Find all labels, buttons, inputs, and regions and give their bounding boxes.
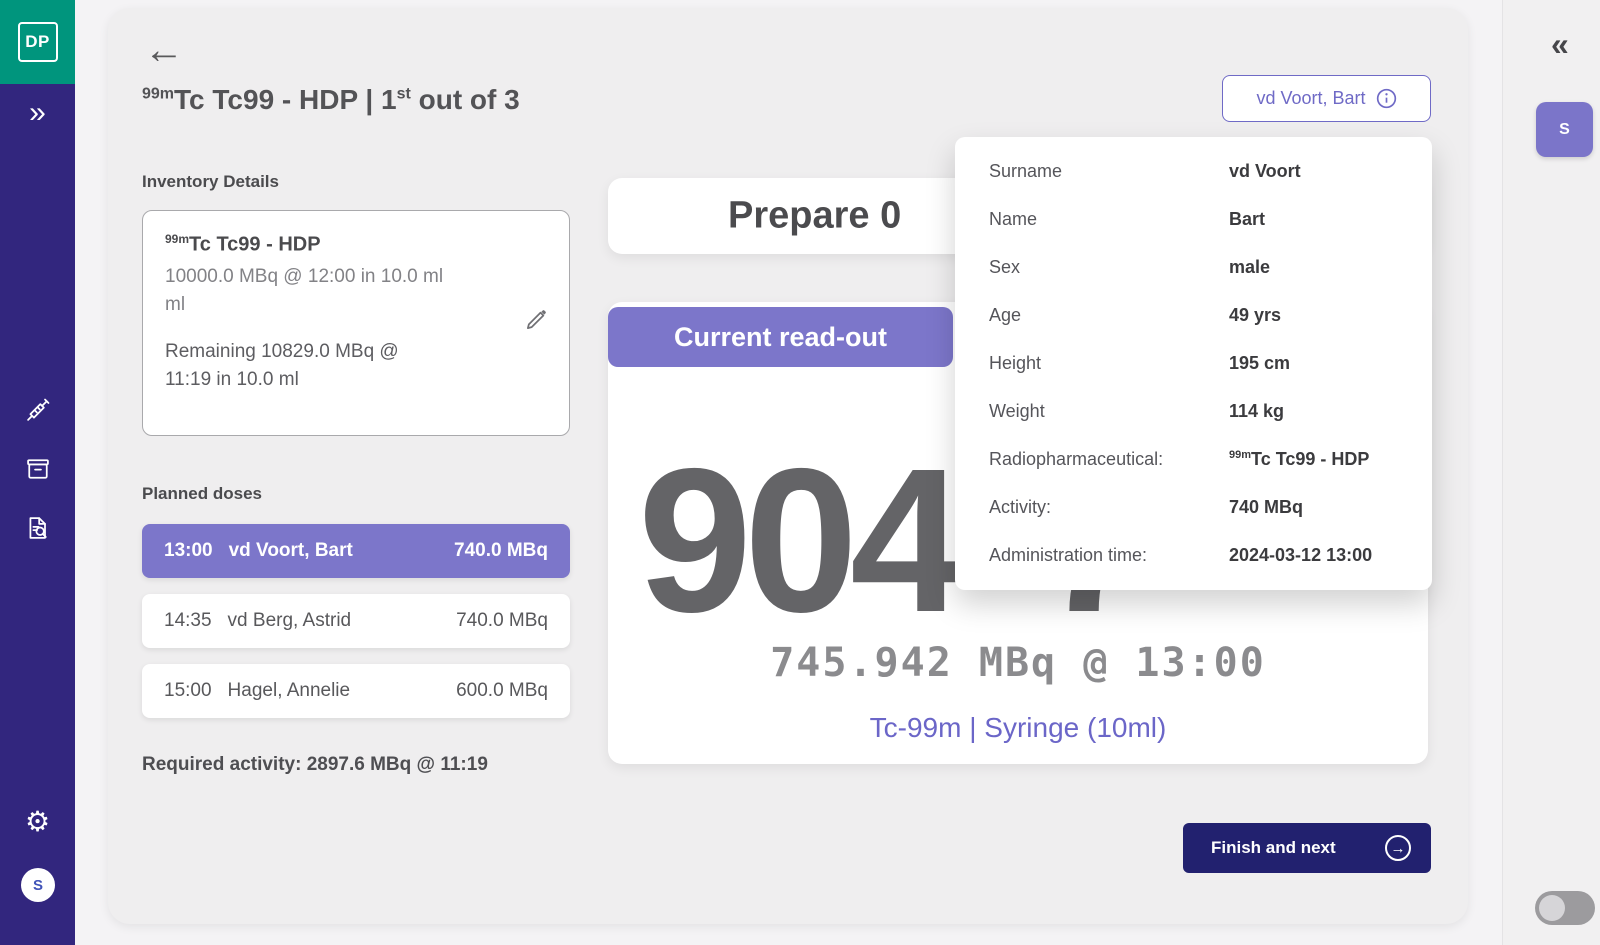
patient-info-row: Administration time: 2024-03-12 13:00	[989, 531, 1432, 579]
settings-gear-icon[interactable]: ⚙	[24, 806, 51, 837]
prepare-instruction-text: Prepare 0	[728, 194, 902, 237]
toggle-switch[interactable]	[1535, 891, 1595, 925]
dose-time: 15:00	[164, 680, 212, 701]
page-title: 99mTc Tc99 - HDP | 1st out of 3	[142, 84, 520, 115]
dose-time: 14:35	[164, 610, 212, 631]
records-search-icon[interactable]	[24, 514, 52, 542]
info-value: 195 cm	[1229, 352, 1291, 373]
right-rail: « S	[1502, 0, 1600, 945]
info-label: Sex	[989, 256, 1021, 277]
patient-info-row: Height 195 cm	[989, 339, 1432, 387]
measurement-text: 745.942 MBq @ 13:00	[770, 640, 1266, 686]
app-logo: DP	[0, 0, 75, 84]
info-label: Age	[989, 304, 1022, 325]
inventory-card: 99mTc Tc99 - HDP 10000.0 MBq @ 12:00 in …	[142, 210, 570, 436]
arrow-circle-icon: →	[1385, 835, 1411, 861]
patient-info-row: Radiopharmaceutical: 99mTc Tc99 - HDP	[989, 435, 1432, 483]
info-value: vd Voort	[1229, 160, 1301, 181]
isotope-container-text: Tc-99m | Syringe (10ml)	[869, 712, 1167, 743]
inventory-section-label: Inventory Details	[142, 172, 279, 191]
dose-patient-name: vd Voort, Bart	[228, 540, 353, 561]
sidebar-nav	[0, 396, 75, 542]
dose-row[interactable]: 14:35 vd Berg, Astrid 740.0 MBq	[142, 594, 570, 648]
patient-info-row: Weight 114 kg	[989, 387, 1432, 435]
info-label: Administration time:	[989, 544, 1148, 565]
patient-info-row: Name Bart	[989, 195, 1432, 243]
finish-and-next-button[interactable]: Finish and next →	[1183, 823, 1431, 873]
patient-info-row: Age 49 yrs	[989, 291, 1432, 339]
patient-info-row: Sex male	[989, 243, 1432, 291]
info-value: 99mTc Tc99 - HDP	[1229, 448, 1370, 469]
info-value: 114 kg	[1229, 400, 1285, 421]
patient-info-row: Activity: 740 MBq	[989, 483, 1432, 531]
info-label: Height	[989, 352, 1042, 373]
toggle-knob	[1539, 895, 1565, 921]
left-sidebar: DP »	[0, 0, 75, 945]
info-value: 740 MBq	[1229, 496, 1304, 517]
back-button[interactable]: ←	[144, 28, 184, 72]
info-icon	[1376, 88, 1396, 109]
info-value: male	[1229, 256, 1271, 277]
inventory-remaining-line: Remaining 10829.0 MBq @ 11:19 in 10.0 ml	[165, 340, 399, 391]
dose-patient-name: vd Berg, Astrid	[227, 610, 352, 631]
planned-dose-list: 13:00 vd Voort, Bart 740.0 MBq 14:35 vd …	[142, 524, 570, 734]
pencil-icon	[527, 310, 546, 329]
inventory-box-icon[interactable]	[24, 455, 52, 483]
dose-time: 13:00	[164, 540, 213, 561]
user-avatar[interactable]: S	[21, 868, 55, 902]
patient-button[interactable]: vd Voort, Bart	[1222, 75, 1431, 122]
info-value: 2024-03-12 13:00	[1229, 544, 1373, 565]
inventory-activity-line-wrap: ml	[165, 294, 186, 316]
edit-inventory-button[interactable]	[523, 307, 549, 336]
info-value: Bart	[1229, 208, 1266, 229]
dose-patient-name: Hagel, Annelie	[227, 680, 351, 701]
inventory-activity-line: 10000.0 MBq @ 12:00 in 10.0 ml	[165, 265, 444, 287]
dose-row[interactable]: 13:00 vd Voort, Bart 740.0 MBq	[142, 524, 570, 578]
info-label: Name	[989, 208, 1038, 229]
workspace-avatar-button[interactable]: S	[1536, 102, 1593, 157]
syringe-icon[interactable]	[24, 396, 52, 424]
collapse-panel-icon[interactable]: «	[1551, 26, 1569, 62]
dose-row[interactable]: 15:00 Hagel, Annelie 600.0 MBq	[142, 664, 570, 718]
info-label: Weight	[989, 400, 1045, 421]
planned-doses-label: Planned doses	[142, 484, 262, 503]
dose-activity: 600.0 MBq	[456, 680, 548, 701]
current-readout-badge: Current read-out	[608, 307, 953, 367]
required-activity-text: Required activity: 2897.6 MBq @ 11:19	[142, 754, 488, 775]
patient-info-popup: Surname vd Voort Name Bart Sex male Age …	[955, 137, 1432, 590]
dose-activity: 740.0 MBq	[456, 610, 548, 631]
ordinal-superscript: st	[396, 85, 411, 103]
patient-info-row: Surname vd Voort	[989, 147, 1432, 195]
info-label: Activity:	[989, 496, 1052, 517]
info-label: Radiopharmaceutical:	[989, 448, 1164, 469]
sidebar-expand-icon[interactable]: »	[29, 96, 46, 129]
inventory-item-name: 99mTc Tc99 - HDP	[165, 232, 321, 256]
app-logo-monogram: DP	[17, 22, 58, 62]
info-value: 49 yrs	[1229, 304, 1282, 325]
info-label: Surname	[989, 160, 1063, 181]
isotope-superscript: 99m	[142, 85, 175, 103]
dose-activity: 740.0 MBq	[454, 540, 548, 561]
